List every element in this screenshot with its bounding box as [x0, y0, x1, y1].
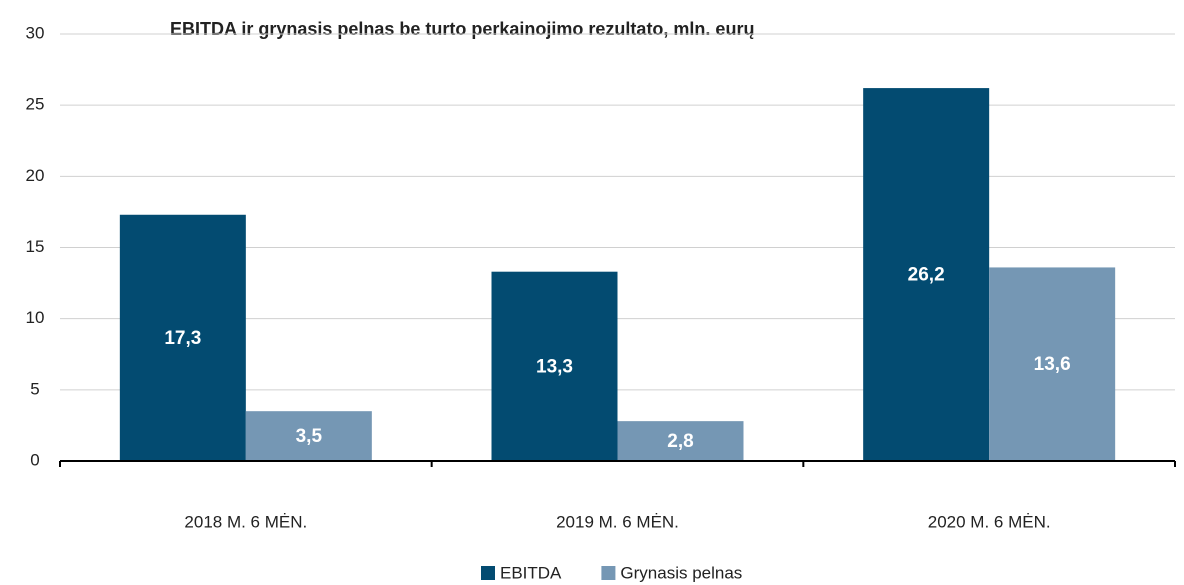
bar [491, 271, 618, 461]
bar [245, 411, 372, 461]
y-tick-label: 15 [26, 237, 45, 256]
legend-swatch [481, 566, 495, 580]
data-label: 3,5 [296, 426, 323, 447]
data-label: 13,6 [1034, 354, 1071, 375]
x-tick-label: 2018 M. 6 MĖN. [184, 512, 307, 531]
y-tick-label: 25 [26, 95, 45, 114]
y-tick-label: 5 [30, 379, 39, 398]
y-tick-label: 20 [26, 166, 45, 185]
data-label: 2,8 [667, 431, 693, 452]
bar [617, 421, 744, 461]
data-label: 26,2 [908, 265, 945, 286]
legend-swatch [601, 566, 616, 580]
data-label: 17,3 [164, 328, 201, 349]
legend-label: Grynasis pelnas [620, 563, 742, 582]
bar [119, 214, 246, 461]
legend-label: EBITDA [500, 563, 562, 582]
y-tick-label: 10 [26, 308, 45, 327]
data-label: 13,3 [536, 356, 573, 377]
y-tick-label: 30 [26, 23, 45, 42]
chart-title: EBITDA ir grynasis pelnas be turto perka… [170, 19, 754, 39]
y-tick-label: 0 [30, 450, 39, 469]
x-tick-label: 2019 M. 6 MĖN. [556, 512, 679, 531]
bar [863, 88, 990, 461]
x-tick-label: 2020 M. 6 MĖN. [928, 512, 1051, 531]
bar [989, 267, 1116, 461]
